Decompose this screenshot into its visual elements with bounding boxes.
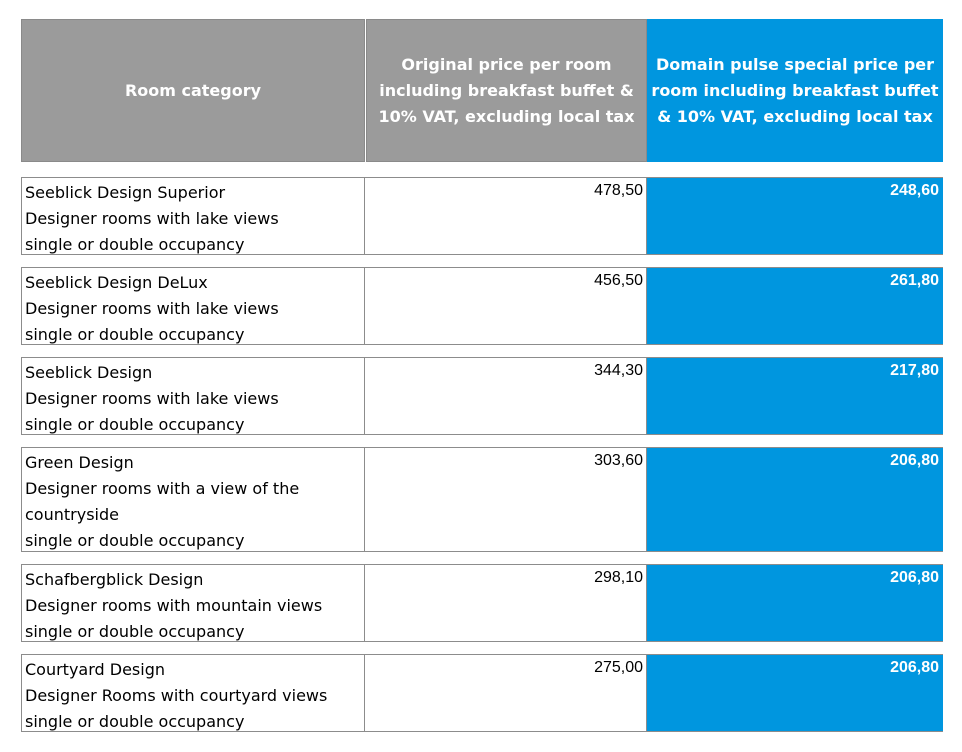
table-row: Seeblick Design Superior Designer rooms …: [21, 177, 943, 255]
room-category-cell: Seeblick Design DeLux Designer rooms wit…: [21, 267, 365, 345]
room-occupancy: single or double occupancy: [25, 325, 245, 344]
room-description-continued: countryside: [25, 505, 119, 524]
original-price-cell: 456,50: [365, 267, 647, 345]
room-description: Designer rooms with lake views: [25, 209, 279, 228]
table-row: Seeblick Design Designer rooms with lake…: [21, 357, 943, 435]
original-price-cell: 344,30: [365, 357, 647, 435]
room-category-cell: Courtyard Design Designer Rooms with cou…: [21, 654, 365, 732]
room-category-cell: Green Design Designer rooms with a view …: [21, 447, 365, 552]
room-name: Courtyard Design: [25, 660, 166, 679]
original-price-cell: 275,00: [365, 654, 647, 732]
original-price-cell: 303,60: [365, 447, 647, 552]
room-name: Green Design: [25, 453, 134, 472]
room-occupancy: single or double occupancy: [25, 235, 245, 254]
table-row: Green Design Designer rooms with a view …: [21, 447, 943, 552]
room-description: Designer rooms with a view of the: [25, 479, 300, 498]
special-price-cell: 206,80: [647, 654, 943, 732]
header-original-price: Original price per room including breakf…: [366, 19, 647, 162]
special-price-cell: 248,60: [647, 177, 943, 255]
table-header: Room category Original price per room in…: [21, 19, 943, 162]
room-category-cell: Schafbergblick Design Designer rooms wit…: [21, 564, 365, 642]
room-occupancy: single or double occupancy: [25, 622, 245, 641]
table-row: Schafbergblick Design Designer rooms wit…: [21, 564, 943, 642]
special-price-cell: 206,80: [647, 564, 943, 642]
header-room-category: Room category: [21, 19, 365, 162]
room-description: Designer rooms with lake views: [25, 299, 279, 318]
room-name: Seeblick Design Superior: [25, 183, 226, 202]
room-occupancy: single or double occupancy: [25, 712, 245, 731]
special-price-cell: 206,80: [647, 447, 943, 552]
room-category-cell: Seeblick Design Superior Designer rooms …: [21, 177, 365, 255]
original-price-cell: 298,10: [365, 564, 647, 642]
room-occupancy: single or double occupancy: [25, 531, 245, 550]
original-price-cell: 478,50: [365, 177, 647, 255]
room-name: Seeblick Design: [25, 363, 153, 382]
table-row: Seeblick Design DeLux Designer rooms wit…: [21, 267, 943, 345]
table-row: Courtyard Design Designer Rooms with cou…: [21, 654, 943, 732]
header-special-price: Domain pulse special price per room incl…: [647, 19, 943, 162]
room-description: Designer rooms with lake views: [25, 389, 279, 408]
room-name: Seeblick Design DeLux: [25, 273, 208, 292]
room-description: Designer Rooms with courtyard views: [25, 686, 328, 705]
room-description: Designer rooms with mountain views: [25, 596, 323, 615]
special-price-cell: 217,80: [647, 357, 943, 435]
room-name: Schafbergblick Design: [25, 570, 204, 589]
room-category-cell: Seeblick Design Designer rooms with lake…: [21, 357, 365, 435]
special-price-cell: 261,80: [647, 267, 943, 345]
room-occupancy: single or double occupancy: [25, 415, 245, 434]
